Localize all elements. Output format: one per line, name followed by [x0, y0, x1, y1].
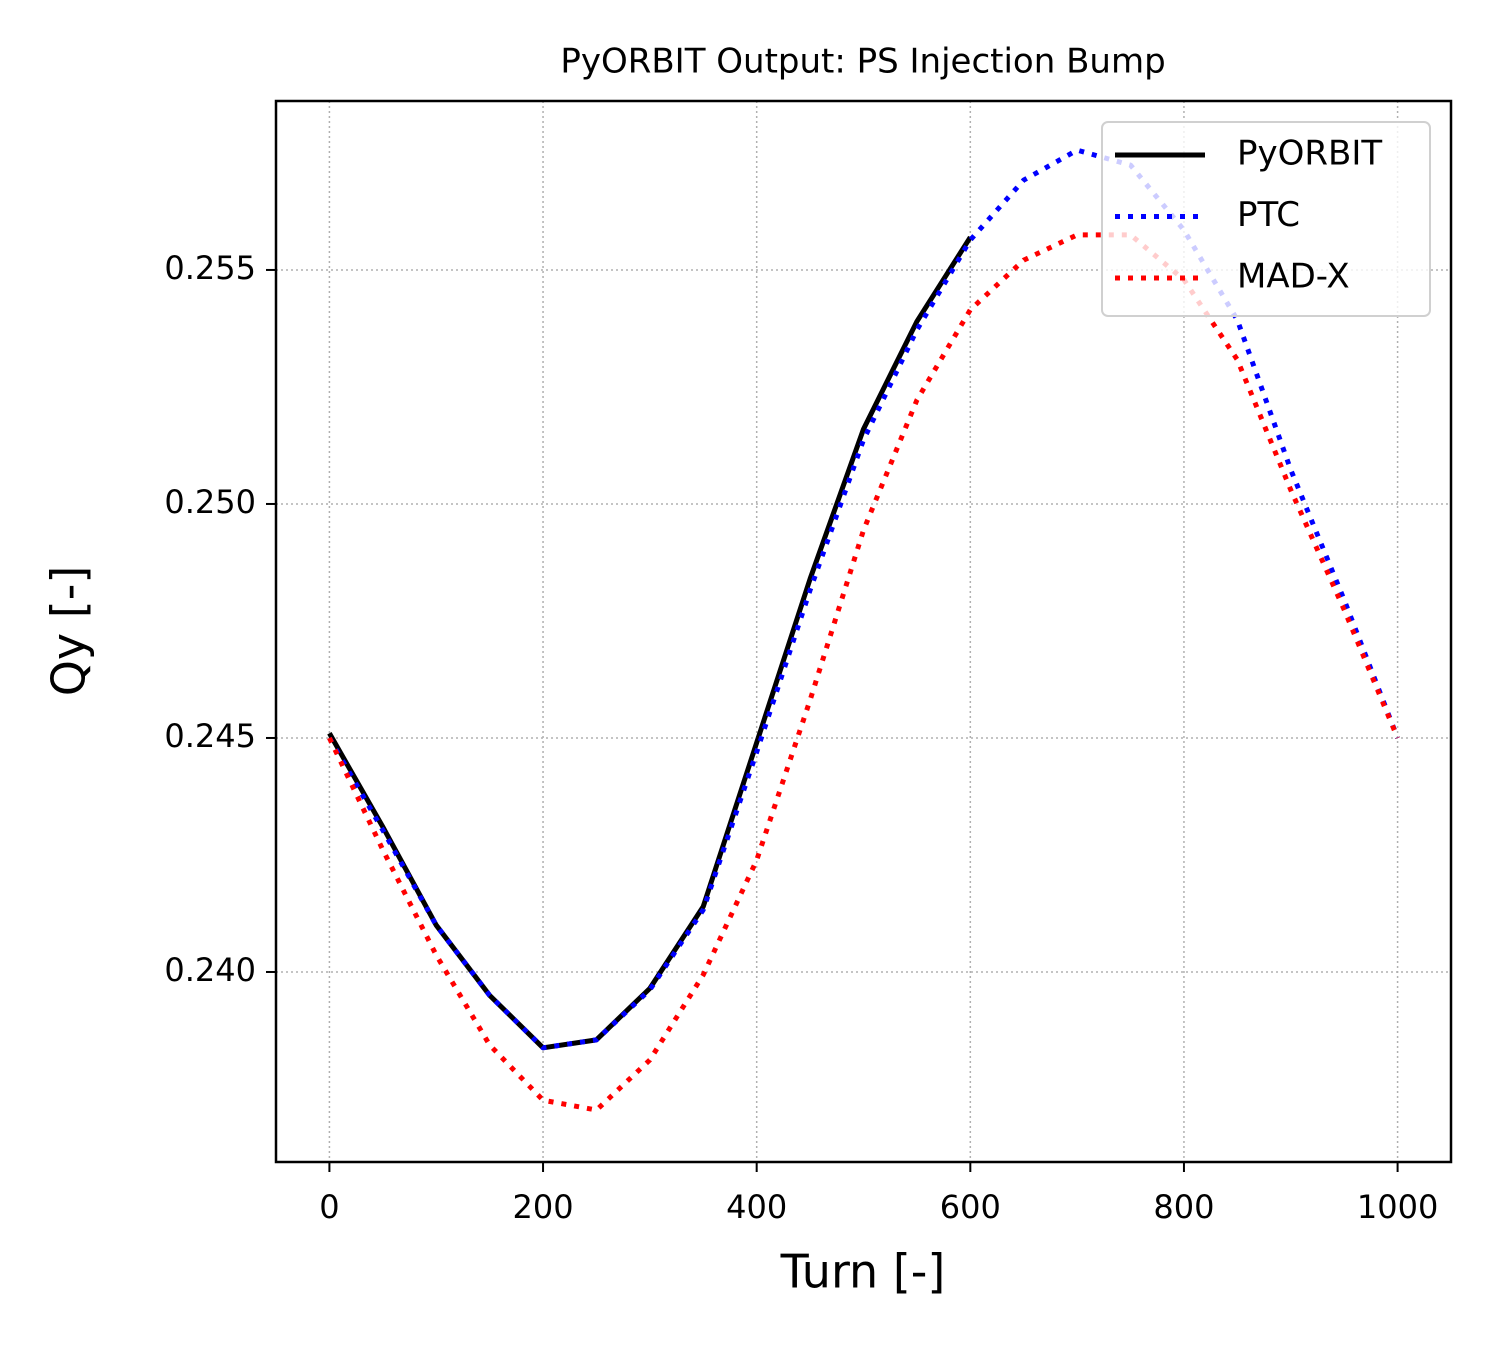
series-line	[327, 235, 973, 1051]
y-axis-label: Qy [-]	[42, 566, 96, 697]
y-tick-label: 0.245	[164, 717, 256, 755]
x-tick-label: 800	[1153, 1188, 1214, 1226]
series-line	[327, 147, 1400, 1051]
x-tick-label: 600	[940, 1188, 1001, 1226]
chart-title: PyORBIT Output: PS Injection Bump	[560, 42, 1165, 82]
y-tick-label: 0.255	[164, 249, 256, 287]
x-tick-label: 0	[319, 1188, 339, 1226]
y-tick-label: 0.240	[164, 951, 256, 989]
legend-label: MAD-X	[1237, 257, 1350, 297]
x-tick-label: 1000	[1357, 1188, 1438, 1226]
legend-box	[1101, 121, 1431, 317]
legend-label: PyORBIT	[1237, 134, 1382, 174]
plot-frame	[274, 99, 1453, 1164]
x-axis-label: Turn [-]	[780, 1245, 946, 1299]
x-tick-label: 200	[513, 1188, 574, 1226]
y-tick-label: 0.250	[164, 483, 256, 521]
x-tick-label: 400	[726, 1188, 787, 1226]
legend-label: PTC	[1237, 195, 1300, 235]
